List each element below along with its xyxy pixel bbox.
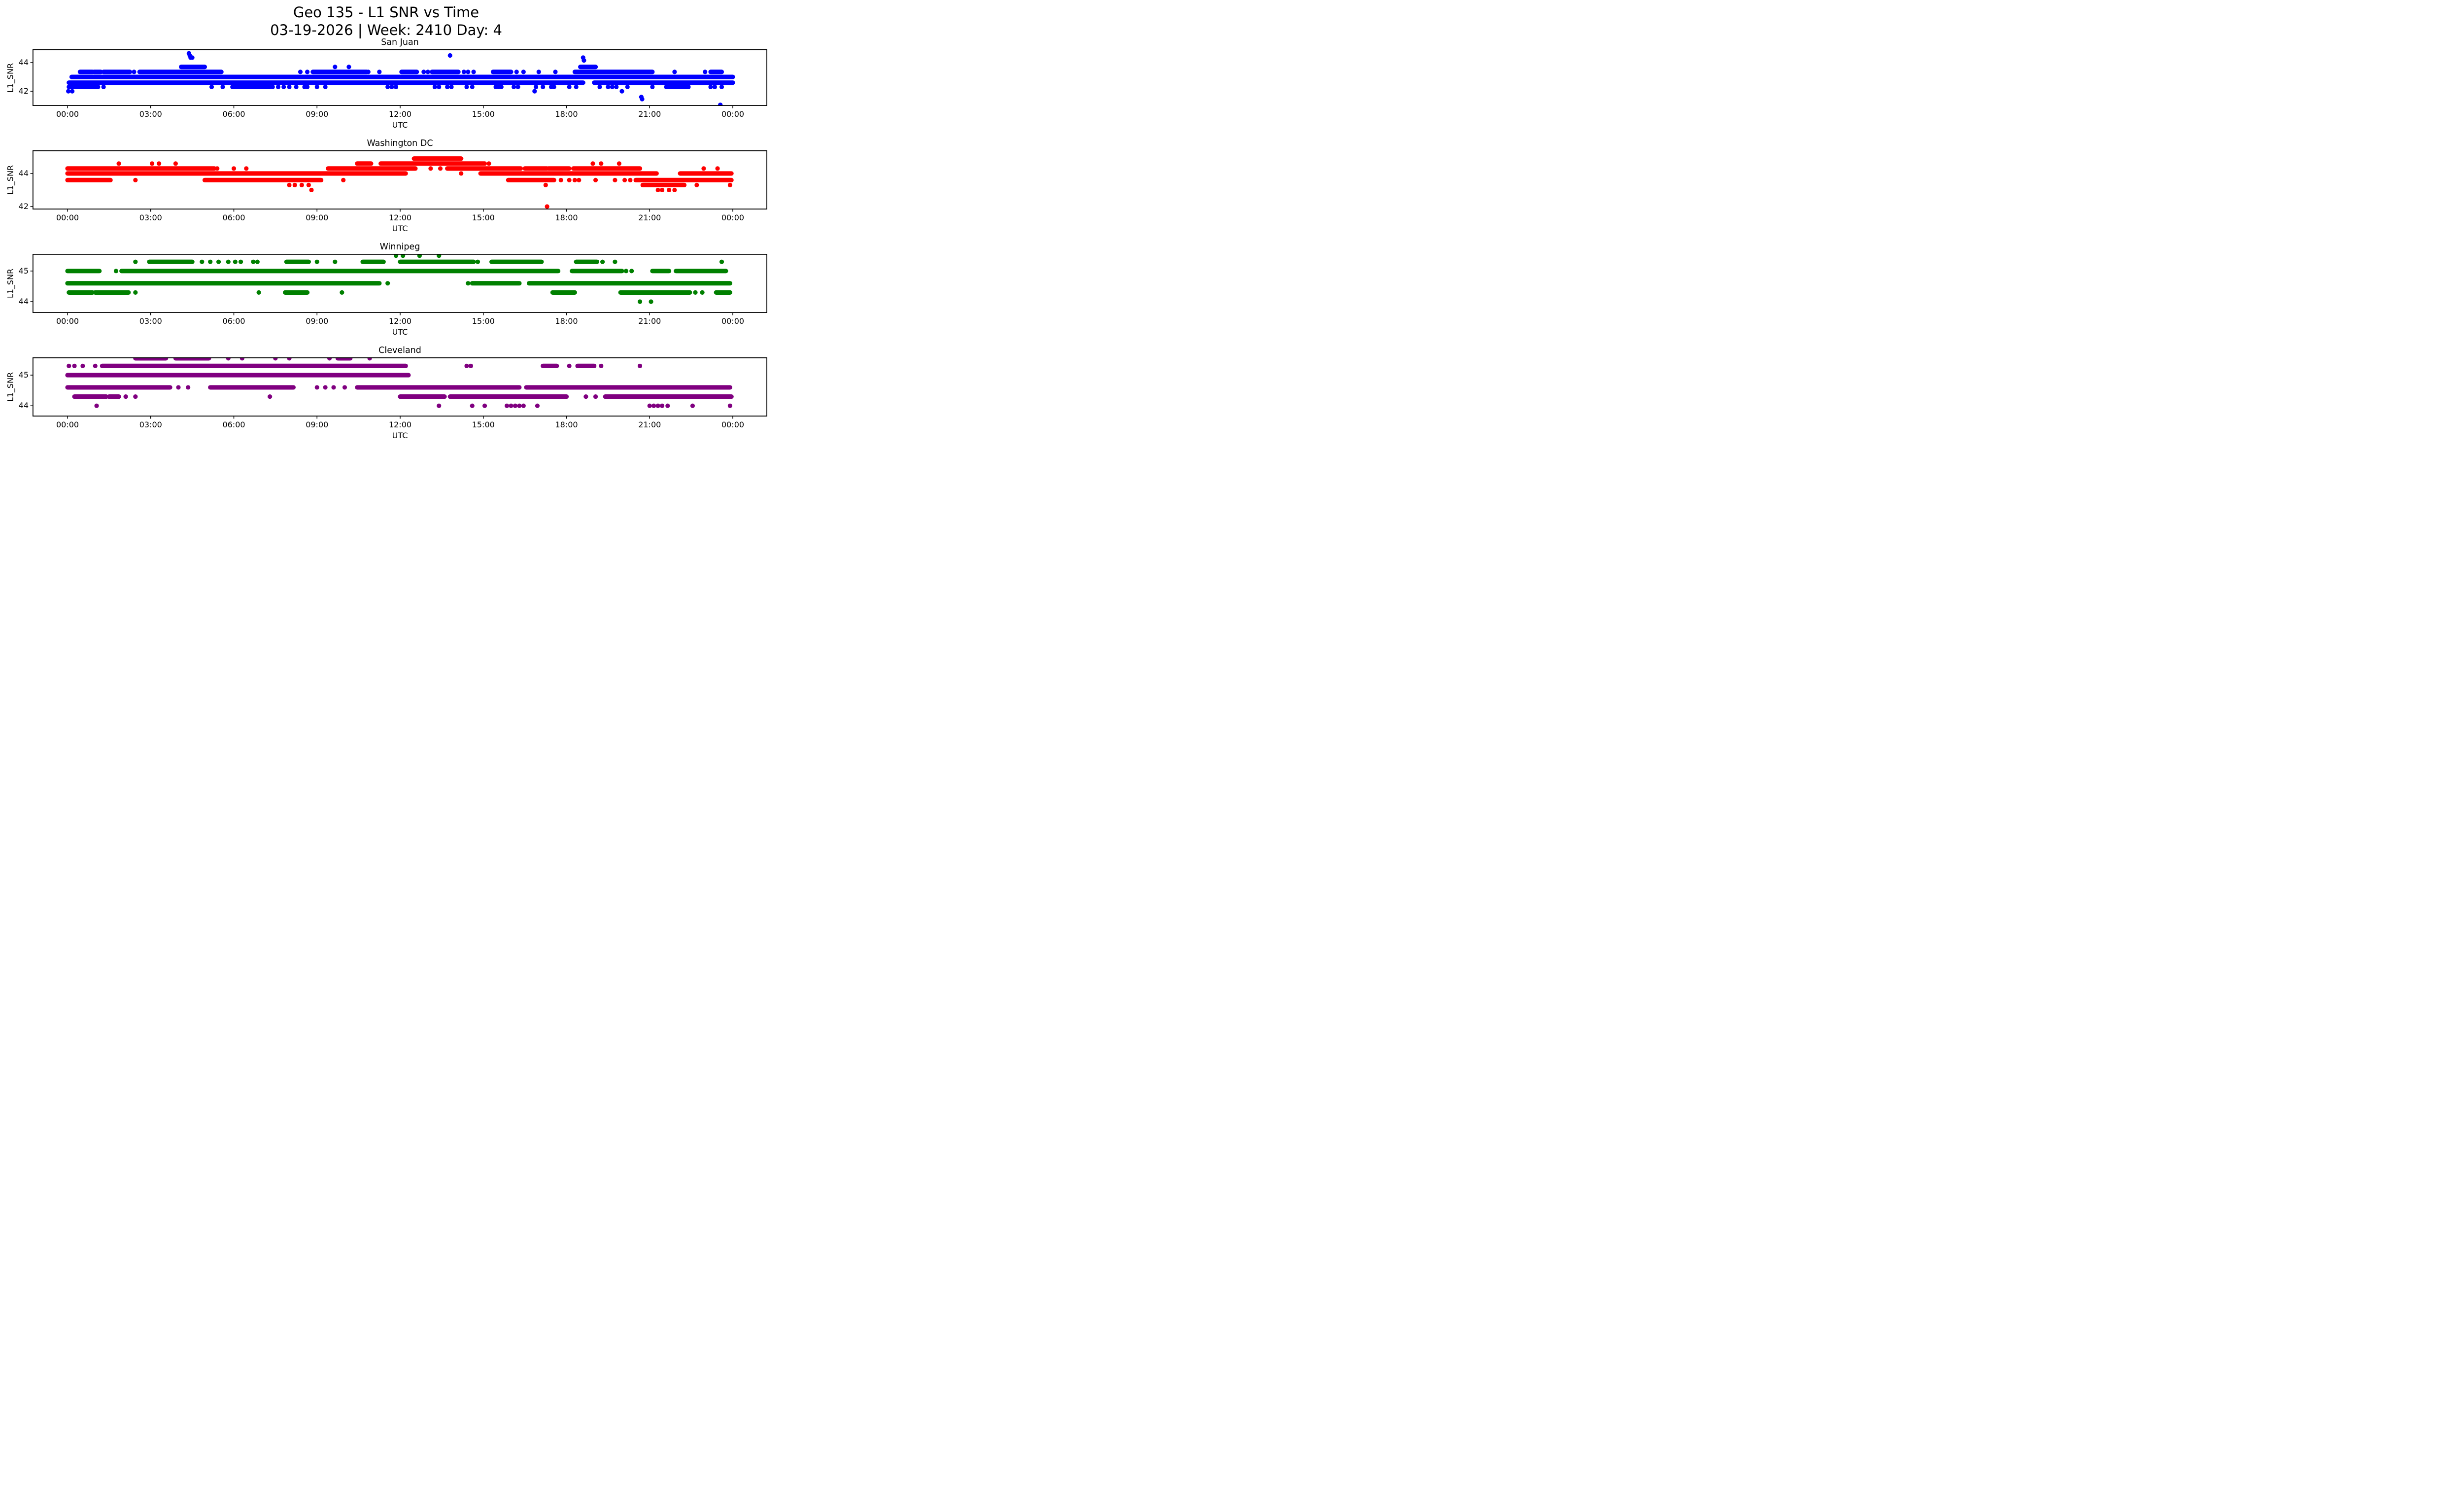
tick-marks	[30, 173, 733, 212]
x-tick-label: 00:00	[56, 109, 79, 119]
subplot-title-winnipeg: Winnipeg	[379, 242, 420, 252]
x-tick-label: 03:00	[139, 213, 162, 222]
subplot-title-cleveland: Cleveland	[378, 346, 421, 355]
x-tick-label: 18:00	[555, 213, 578, 222]
x-tick-label: 06:00	[222, 109, 245, 119]
x-tick-label: 12:00	[388, 213, 412, 222]
x-tick-label: 06:00	[222, 420, 245, 429]
x-tick-label: 15:00	[472, 213, 495, 222]
x-tick-label: 00:00	[56, 213, 79, 222]
scatter-series	[65, 156, 734, 209]
x-axis-label: UTC	[392, 327, 408, 337]
plot-area-san-juan	[30, 49, 767, 108]
axes-frame	[32, 253, 767, 313]
y-tick-label: 42	[18, 201, 29, 211]
plot-area-washington-dc	[30, 150, 767, 212]
x-tick-label: 18:00	[555, 316, 578, 326]
x-tick-label: 15:00	[472, 420, 495, 429]
y-tick-label: 44	[18, 168, 29, 178]
x-tick-label: 12:00	[388, 316, 412, 326]
x-tick-label: 21:00	[638, 109, 661, 119]
tick-marks	[30, 62, 733, 108]
y-tick-label: 42	[18, 86, 29, 96]
x-tick-label: 03:00	[139, 316, 162, 326]
x-tick-label: 21:00	[638, 420, 661, 429]
x-tick-label: 00:00	[56, 316, 79, 326]
axes-frame	[32, 150, 767, 209]
scatter-series	[65, 357, 734, 408]
x-tick-label: 15:00	[472, 316, 495, 326]
y-tick-label: 44	[18, 296, 29, 306]
x-axis-label: UTC	[392, 224, 408, 233]
chart-suptitle-line2: 03-19-2026 | Week: 2410 Day: 4	[270, 22, 502, 38]
x-tick-label: 00:00	[721, 109, 745, 119]
x-tick-label: 09:00	[306, 316, 329, 326]
x-tick-label: 09:00	[306, 109, 329, 119]
axes-frame	[32, 357, 767, 417]
x-tick-label: 06:00	[222, 316, 245, 326]
chart-suptitle-line1: Geo 135 - L1 SNR vs Time	[293, 4, 479, 21]
figure: Geo 135 - L1 SNR vs Time 03-19-2026 | We…	[0, 0, 772, 449]
y-tick-label: 44	[18, 58, 29, 67]
x-axis-label: UTC	[392, 431, 408, 440]
x-tick-label: 21:00	[638, 213, 661, 222]
x-axis-label: UTC	[392, 120, 408, 130]
scatter-series	[66, 51, 735, 106]
y-tick-label: 45	[18, 370, 29, 380]
scatter-series	[65, 254, 732, 304]
x-tick-label: 03:00	[139, 420, 162, 429]
x-tick-label: 21:00	[638, 316, 661, 326]
x-tick-label: 12:00	[388, 420, 412, 429]
y-tick-label: 44	[18, 401, 29, 411]
x-tick-label: 00:00	[56, 420, 79, 429]
subplot-title-san-juan: San Juan	[381, 37, 419, 47]
tick-marks	[30, 271, 733, 315]
plot-area-winnipeg	[30, 253, 767, 315]
x-tick-label: 09:00	[306, 420, 329, 429]
x-tick-label: 18:00	[555, 109, 578, 119]
x-tick-label: 00:00	[721, 316, 745, 326]
y-tick-label: 45	[18, 266, 29, 276]
x-tick-label: 00:00	[721, 420, 745, 429]
tick-marks	[30, 375, 733, 419]
x-tick-label: 03:00	[139, 109, 162, 119]
subplot-title-washington-dc: Washington DC	[367, 139, 433, 148]
plot-area-cleveland	[30, 357, 767, 419]
x-tick-label: 15:00	[472, 109, 495, 119]
x-tick-label: 06:00	[222, 213, 245, 222]
x-tick-label: 12:00	[388, 109, 412, 119]
x-tick-label: 00:00	[721, 213, 745, 222]
x-tick-label: 18:00	[555, 420, 578, 429]
x-tick-label: 09:00	[306, 213, 329, 222]
axes-frame	[32, 49, 767, 106]
